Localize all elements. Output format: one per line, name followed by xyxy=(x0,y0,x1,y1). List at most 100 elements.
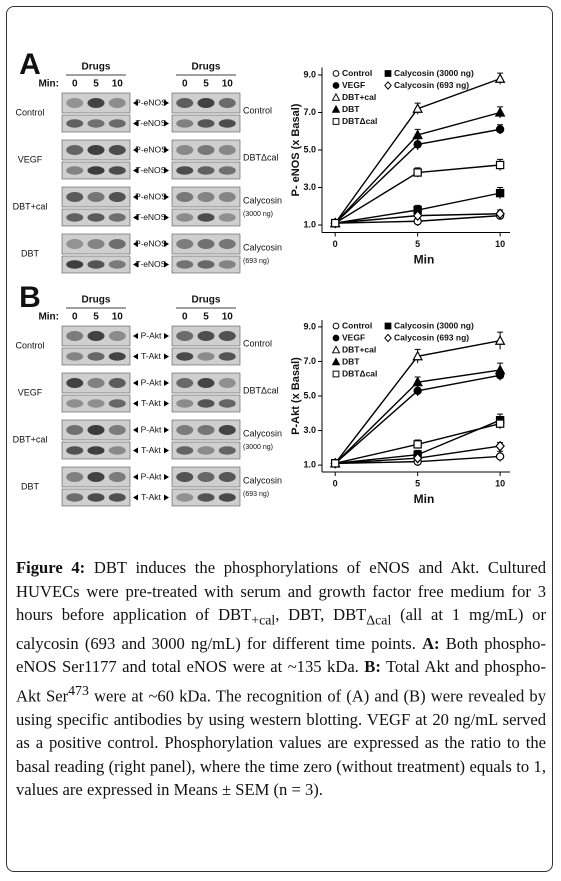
blot-band xyxy=(176,378,194,388)
data-point xyxy=(495,452,505,461)
band-arrow xyxy=(164,400,169,407)
blot-band xyxy=(108,493,126,502)
blot-band xyxy=(108,166,126,175)
band-arrow xyxy=(164,427,169,433)
blot-band xyxy=(197,472,215,482)
blot-band xyxy=(197,166,215,175)
caption-text: were at ~60 kDa. The recognition of (A) … xyxy=(16,686,546,800)
caption-sub: Δcal xyxy=(366,612,392,628)
row-label: DBT xyxy=(21,481,40,491)
caption-sup: 473 xyxy=(68,682,89,698)
blot-band xyxy=(87,145,105,155)
blot-band xyxy=(66,192,84,202)
legend-label: Calycosin (693 ng) xyxy=(394,80,469,90)
blot-band xyxy=(87,425,105,435)
legend-marker xyxy=(332,370,340,378)
blot-band xyxy=(66,98,84,108)
blot-band xyxy=(66,352,84,361)
row-label: DBTΔcal xyxy=(243,152,279,162)
blot-band xyxy=(197,119,215,128)
x-tick-label: 0 xyxy=(333,478,338,488)
legend-label: DBTΔcal xyxy=(342,368,377,378)
band-arrow xyxy=(133,400,138,407)
band-label: T-eNOS xyxy=(136,118,167,128)
blot-band xyxy=(197,98,215,108)
blot-band xyxy=(218,260,236,269)
legend-label: DBT+cal xyxy=(342,92,376,102)
row-label: Control xyxy=(243,338,272,348)
blot-band xyxy=(197,378,215,388)
band-arrow xyxy=(133,241,138,247)
blot-band xyxy=(176,425,194,435)
blot-band xyxy=(87,493,105,502)
blot-band xyxy=(66,399,84,408)
blot-band xyxy=(176,446,194,455)
legend-label: DBT+cal xyxy=(342,344,376,354)
blot-band xyxy=(218,119,236,128)
caption-text: DBT induces the phosphorylations of eNOS… xyxy=(16,558,546,624)
caption-bold: B: xyxy=(364,657,381,677)
blot-band xyxy=(218,331,236,341)
blot-band xyxy=(66,145,84,155)
blot-band xyxy=(66,239,84,249)
blot-strip xyxy=(61,372,131,394)
band-arrow xyxy=(133,194,138,200)
time-label: 10 xyxy=(112,312,124,323)
band-label: T-eNOS xyxy=(136,212,167,222)
drugs-label: Drugs xyxy=(192,295,221,306)
caption-text: , DBT, DBT xyxy=(275,605,367,624)
blot-band xyxy=(218,399,236,408)
min-label: Min: xyxy=(38,79,59,90)
blot-band xyxy=(66,260,84,269)
blot-band xyxy=(218,425,236,435)
figure: A Drugs Min: 0 5 10 P-eNOS T-eNOS Control P-eNOS T… xyxy=(13,48,510,507)
band-arrow xyxy=(133,353,138,360)
blot-band xyxy=(218,166,236,175)
blot-band xyxy=(197,331,215,341)
blot-band xyxy=(176,166,194,175)
data-point xyxy=(412,350,423,361)
legend-marker xyxy=(384,333,392,343)
y-tick-label: 7.0 xyxy=(303,107,316,117)
row-label: Calycosin xyxy=(243,195,282,205)
band-label: T-eNOS xyxy=(136,259,167,269)
row-label: (693 ng) xyxy=(243,491,269,498)
caption-label: Figure 4: xyxy=(16,558,86,577)
row-label: Calycosin xyxy=(243,428,282,438)
blot-band xyxy=(197,399,215,408)
blot-band xyxy=(176,145,194,155)
data-point xyxy=(330,218,340,228)
row-label: VEGF xyxy=(18,154,43,164)
data-point xyxy=(412,452,423,464)
time-label: 5 xyxy=(93,79,99,90)
row-label: DBT xyxy=(21,248,40,258)
x-tick-label: 10 xyxy=(495,478,505,488)
blot-strip xyxy=(61,233,131,255)
panel-letter: A xyxy=(19,48,41,81)
blot-band xyxy=(87,119,105,128)
data-point xyxy=(412,102,423,113)
legend-marker xyxy=(332,70,340,77)
blot-band xyxy=(108,399,126,408)
blot-band xyxy=(87,352,105,361)
legend-marker xyxy=(332,118,340,125)
data-point xyxy=(413,168,422,177)
blot-band xyxy=(218,493,236,502)
drugs-label: Drugs xyxy=(192,62,221,73)
blot-band xyxy=(66,446,84,455)
legend-label: Control xyxy=(342,68,372,78)
blot-band xyxy=(87,399,105,408)
legend-marker xyxy=(384,81,392,90)
blot-band xyxy=(87,472,105,482)
y-axis-label: P-Akt (x Basal) xyxy=(290,357,302,435)
band-arrow xyxy=(164,214,169,221)
row-label: (693 ng) xyxy=(243,258,269,265)
blot-band xyxy=(108,98,126,108)
x-tick-label: 5 xyxy=(415,478,420,488)
band-arrow xyxy=(164,353,169,360)
row-label: DBTΔcal xyxy=(243,385,279,395)
blot-band xyxy=(87,192,105,202)
blot-band xyxy=(197,446,215,455)
blot-band xyxy=(108,213,126,222)
x-tick-label: 0 xyxy=(333,239,338,249)
